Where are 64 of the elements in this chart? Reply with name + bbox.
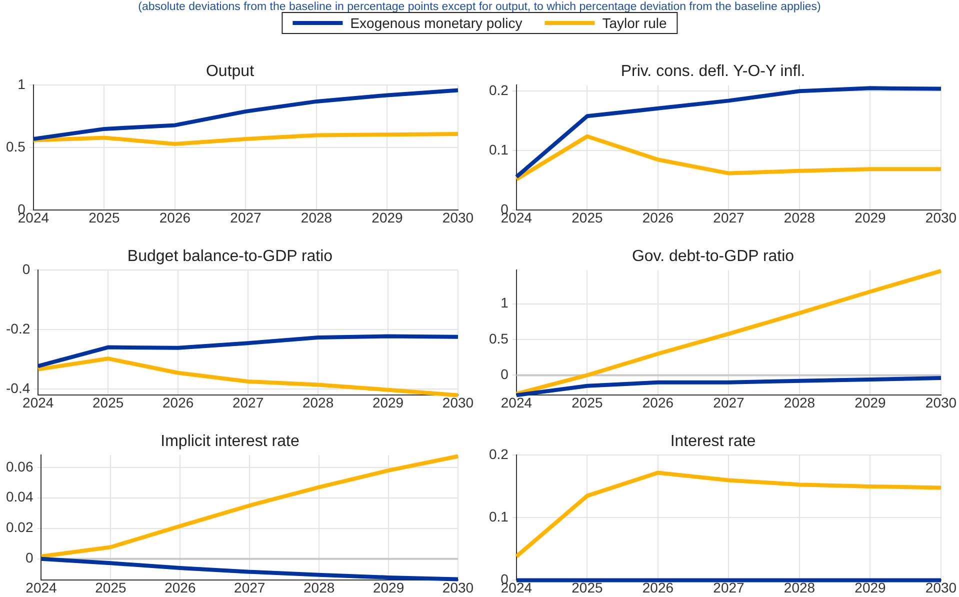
x-tick-label: 2025 [95,579,126,596]
x-tick-label: 2024 [26,579,58,596]
x-tick-label: 2025 [572,579,603,596]
x-tick-label: 2030 [442,209,474,226]
chart-title: Budget balance-to-GDP ratio [127,248,333,266]
chart-title: Priv. cons. defl. Y-O-Y infl. [620,63,806,80]
x-tick-label: 2030 [925,394,957,410]
x-tick-label: 2027 [232,394,264,410]
x-tick-label: 2025 [92,394,124,410]
x-tick-label: 2028 [784,209,816,226]
chart-title: Implicit interest rate [160,433,300,450]
x-tick-label: 2027 [230,209,262,226]
x-tick-label: 2026 [642,209,674,226]
x-tick-label: 2027 [713,209,745,226]
x-tick-label: 2029 [854,579,886,596]
x-tick-label: 2029 [372,209,404,226]
y-tick-label: 0 [22,261,30,278]
x-tick-label: 2025 [572,209,603,226]
legend-label: Taylor rule [602,15,667,31]
x-tick-label: 2028 [784,579,816,596]
x-tick-label: 2030 [925,209,957,226]
x-tick-label: 2026 [642,394,674,410]
y-tick-label: 0.06 [6,458,34,474]
x-tick-label: 2029 [372,394,404,410]
x-tick-label: 2029 [854,209,886,226]
y-tick-label: 0.5 [6,138,26,155]
chart-title: Gov. debt-to-GDP ratio [632,248,794,266]
x-tick-label: 2027 [713,394,745,410]
x-tick-label: 2024 [500,394,532,410]
y-tick-label: 0 [25,550,34,566]
x-tick-label: 2029 [854,394,886,410]
y-tick-label: 0 [500,366,509,382]
x-tick-label: 2025 [88,209,120,226]
legend-label: Exogenous monetary policy [350,15,522,31]
x-tick-label: 2030 [442,394,474,410]
chart-subtitle: (absolute deviations from the baseline in percentage points except for output, to which percentage deviation from the baseline applies) [137,1,822,13]
y-tick-label: 0.04 [6,488,34,505]
x-tick-label: 2030 [442,579,474,596]
x-tick-label: 2025 [572,394,603,410]
x-tick-label: 2029 [372,579,404,596]
y-tick-label: -0.2 [6,320,30,337]
chart-title: Output [206,63,255,80]
y-tick-label: 1 [18,76,26,92]
y-tick-label: 0.1 [488,508,509,525]
x-tick-label: 2028 [784,394,816,410]
x-tick-label: 2028 [304,579,335,596]
x-tick-label: 2026 [159,209,191,226]
y-tick-label: 0.1 [488,142,509,158]
x-tick-label: 2030 [925,579,957,596]
y-tick-label: -0.4 [6,380,30,396]
y-tick-label: 0.02 [6,519,34,536]
y-tick-label: 1 [500,294,509,311]
y-tick-label: 0.5 [488,330,509,346]
x-tick-label: 2026 [162,394,194,410]
y-tick-label: 0.2 [488,82,509,98]
x-tick-label: 2027 [234,579,266,596]
x-tick-label: 2024 [22,394,54,410]
x-tick-label: 2028 [300,209,332,226]
chart-title: Interest rate [670,433,756,450]
x-tick-label: 2027 [713,579,745,596]
x-tick-label: 2026 [642,579,674,596]
x-tick-label: 2026 [164,579,196,596]
x-tick-label: 2028 [302,394,334,410]
y-tick-label: 0.2 [488,446,509,462]
